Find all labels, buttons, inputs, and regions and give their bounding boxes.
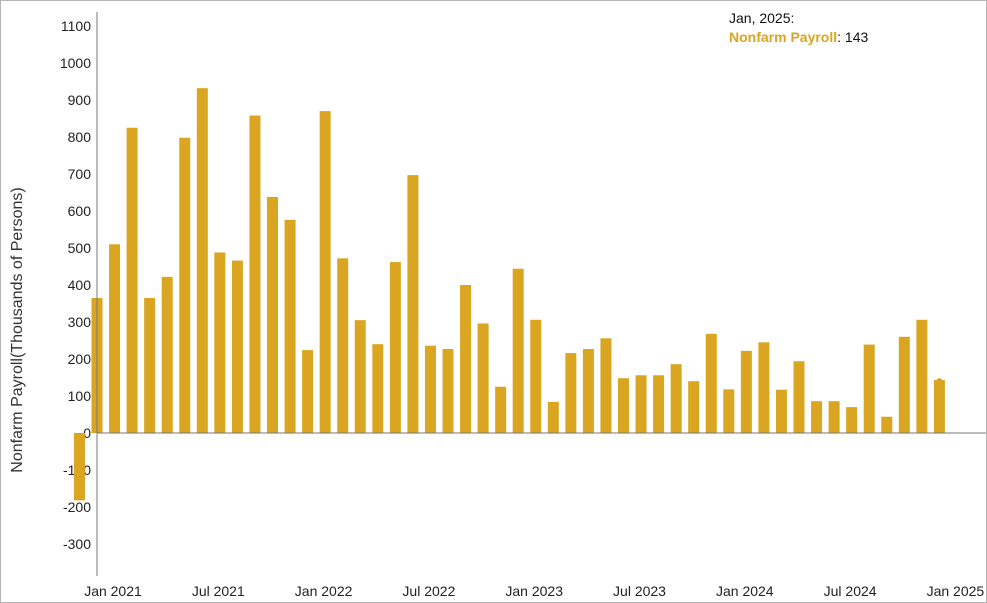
- y-tick-label: 200: [68, 351, 92, 367]
- bar[interactable]: [249, 115, 261, 433]
- bar[interactable]: [793, 361, 805, 433]
- bar[interactable]: [582, 349, 594, 433]
- tooltip-line: Nonfarm Payroll: 143: [729, 28, 868, 47]
- bar[interactable]: [407, 175, 419, 434]
- bar[interactable]: [302, 350, 314, 433]
- bar[interactable]: [424, 345, 436, 433]
- x-tick-label: Jan 2023: [505, 583, 563, 599]
- x-tick-label: Jul 2022: [402, 583, 455, 599]
- y-tick-label: 1100: [61, 18, 91, 34]
- hover-tooltip: Jan, 2025: Nonfarm Payroll: 143: [729, 9, 868, 47]
- bar[interactable]: [231, 260, 243, 433]
- bar[interactable]: [442, 349, 454, 433]
- bar[interactable]: [775, 389, 787, 433]
- y-tick-label: 0: [83, 425, 91, 441]
- bar[interactable]: [73, 433, 85, 501]
- bar[interactable]: [846, 407, 858, 433]
- bar[interactable]: [196, 88, 208, 433]
- x-tick-label: Jan 2022: [295, 583, 353, 599]
- y-tick-label: 300: [68, 314, 92, 330]
- bar[interactable]: [881, 416, 893, 433]
- bar[interactable]: [565, 353, 577, 433]
- bar[interactable]: [337, 258, 349, 433]
- x-axis-ticks: Jan 2021 Jul 2021 Jan 2022 Jul 2022 Jan 2023…: [84, 583, 984, 599]
- bar[interactable]: [512, 268, 524, 433]
- bar[interactable]: [600, 338, 612, 433]
- hover-marker: [936, 378, 943, 385]
- y-tick-label: 1000: [60, 55, 91, 71]
- y-tick-label: -300: [63, 536, 91, 552]
- bar[interactable]: [863, 344, 875, 433]
- y-tick-label: 900: [68, 92, 92, 108]
- x-tick-label: Jul 2023: [613, 583, 666, 599]
- bar[interactable]: [811, 401, 823, 433]
- tooltip-colon: :: [837, 29, 845, 45]
- bar[interactable]: [179, 137, 191, 434]
- x-tick-label: Jan 2021: [84, 583, 142, 599]
- bar[interactable]: [161, 276, 173, 433]
- y-tick-label: -200: [63, 499, 91, 515]
- bar[interactable]: [389, 262, 401, 433]
- bar[interactable]: [284, 219, 296, 433]
- bar[interactable]: [898, 336, 910, 433]
- bar[interactable]: [635, 375, 647, 433]
- bar[interactable]: [916, 319, 928, 433]
- bar[interactable]: [688, 381, 700, 433]
- bar[interactable]: [705, 333, 717, 433]
- y-tick-label: 500: [68, 240, 92, 256]
- bar[interactable]: [547, 401, 559, 433]
- x-tick-label: Jul 2024: [824, 583, 877, 599]
- bar[interactable]: [933, 380, 945, 433]
- x-tick-label: Jul 2021: [192, 583, 245, 599]
- bar[interactable]: [477, 323, 489, 433]
- bar[interactable]: [670, 364, 682, 433]
- bar[interactable]: [144, 297, 156, 433]
- y-tick-label: 800: [68, 129, 92, 145]
- bar[interactable]: [530, 319, 542, 433]
- bar[interactable]: [126, 127, 138, 433]
- tooltip-series-name: Nonfarm Payroll: [729, 29, 838, 45]
- bar[interactable]: [214, 252, 226, 433]
- y-axis-ticks: -300-200-1000100200300400500600700800900…: [60, 18, 91, 552]
- x-tick-label: Jan 2024: [716, 583, 774, 599]
- y-tick-label: 700: [68, 166, 92, 182]
- bar[interactable]: [740, 350, 752, 433]
- bar[interactable]: [460, 285, 472, 433]
- y-axis-title-group: Nonfarm Payroll(Thousands of Persons): [9, 187, 26, 472]
- y-tick-label: 600: [68, 203, 92, 219]
- y-axis-title: Nonfarm Payroll(Thousands of Persons): [9, 187, 26, 472]
- bar[interactable]: [109, 244, 121, 433]
- bar[interactable]: [723, 389, 735, 433]
- bar[interactable]: [758, 342, 770, 433]
- bar[interactable]: [267, 196, 278, 433]
- y-tick-label: 100: [68, 388, 92, 404]
- bar[interactable]: [372, 344, 384, 433]
- bar[interactable]: [495, 386, 507, 433]
- y-tick-label: 400: [68, 277, 92, 293]
- tooltip-date: Jan, 2025:: [729, 10, 795, 26]
- tooltip-value: 143: [844, 29, 869, 45]
- bar[interactable]: [354, 320, 366, 433]
- x-tick-label: Jan 2025: [927, 583, 985, 599]
- bars[interactable]: [73, 88, 945, 501]
- bar[interactable]: [618, 378, 629, 433]
- bar[interactable]: [828, 401, 840, 433]
- bar[interactable]: [319, 111, 331, 433]
- axes: [96, 12, 986, 576]
- bar[interactable]: [653, 375, 665, 433]
